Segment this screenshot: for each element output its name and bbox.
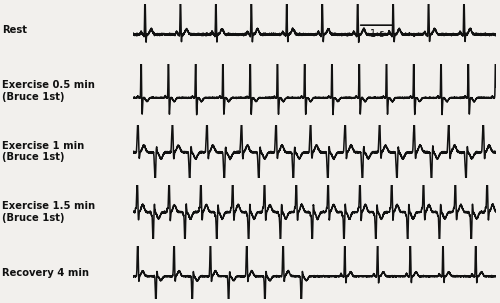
- Text: Exercise 1.5 min
(Bruce 1st): Exercise 1.5 min (Bruce 1st): [2, 201, 96, 223]
- Text: Rest: Rest: [2, 25, 28, 35]
- Text: Exercise 1 min
(Bruce 1st): Exercise 1 min (Bruce 1st): [2, 141, 85, 162]
- Text: Exercise 0.5 min
(Bruce 1st): Exercise 0.5 min (Bruce 1st): [2, 80, 96, 102]
- Text: 1 s: 1 s: [370, 29, 384, 39]
- Text: Recovery 4 min: Recovery 4 min: [2, 268, 90, 278]
